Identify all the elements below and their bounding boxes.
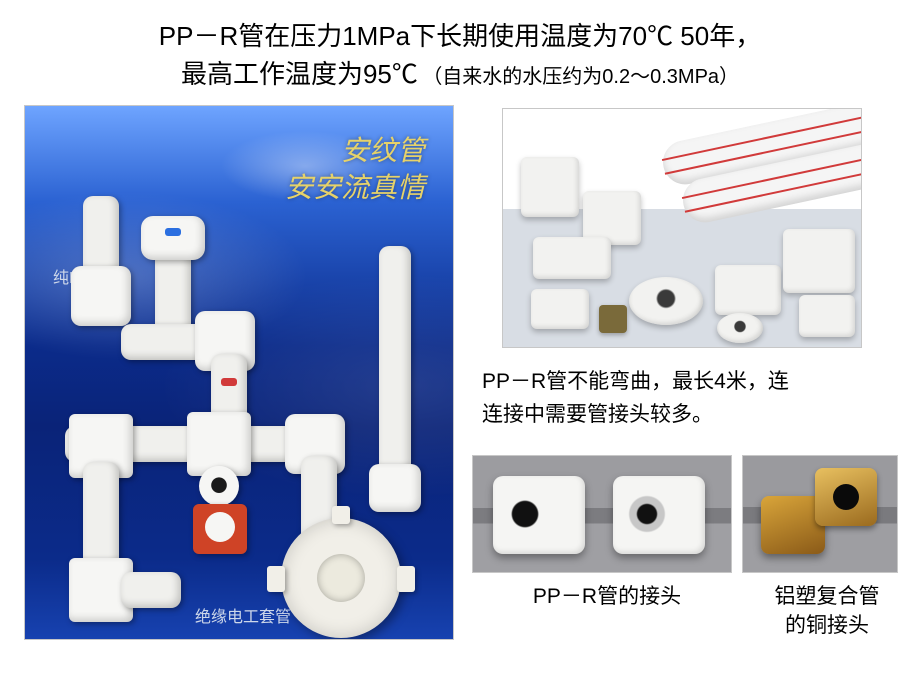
flange-fitting	[629, 277, 703, 325]
right-column: PP－R管不能弯曲，最长4米，连 连接中需要管接头较多。 PP－R管的接头 铝塑…	[472, 105, 902, 640]
coupler-fitting	[533, 237, 611, 279]
ppr-connector-photo	[472, 455, 732, 573]
left-product-photo: 安纹管 安安流真情 纯PP-R	[24, 105, 454, 640]
bottom-photo-row	[472, 455, 902, 573]
left-column: 安纹管 安安流真情 纯PP-R	[24, 105, 454, 640]
title-line-2: 最高工作温度为95℃ （自来水的水压约为0.2～0.3MPa）	[24, 56, 896, 94]
conduit-junction-box	[281, 518, 401, 638]
red-stripe-marker	[221, 378, 237, 386]
caption-ppr-connector: PP－R管的接头	[472, 583, 742, 640]
junction-box-center	[317, 554, 365, 602]
description-line-1: PP－R管不能弯曲，最长4米，连	[482, 366, 898, 399]
cursive-line-2: 安安流真情	[285, 171, 425, 207]
title-line-2-main: 最高工作温度为95℃	[181, 59, 418, 89]
elbow-fitting	[521, 157, 579, 217]
junction-box-tab	[267, 566, 285, 592]
description-text: PP－R管不能弯曲，最长4米，连 连接中需要管接头较多。	[472, 366, 902, 431]
reducer-fitting	[717, 313, 763, 343]
coupler-joint	[369, 464, 421, 512]
elbow-joint	[71, 266, 131, 326]
slide-title: PP－R管在压力1MPa下长期使用温度为70℃ 50年， 最高工作温度为95℃ …	[24, 18, 896, 93]
title-line-1: PP－R管在压力1MPa下长期使用温度为70℃ 50年，	[24, 18, 896, 56]
content-row: 安纹管 安安流真情 纯PP-R	[24, 105, 896, 640]
pipe-segment	[83, 196, 119, 276]
coupler-joint	[141, 216, 205, 260]
title-line-2-sub: （自来水的水压约为0.2～0.3MPa）	[422, 66, 739, 88]
brass-connector-photo	[742, 455, 898, 573]
cursive-line-1: 安纹管	[285, 134, 425, 170]
caption-brass-connector: 铝塑复合管 的铜接头	[752, 583, 902, 640]
caption-brass-line-2: 的铜接头	[785, 614, 869, 637]
pipe-segment	[121, 572, 181, 608]
blue-stripe-marker	[165, 228, 181, 236]
brass-insert	[599, 305, 627, 333]
brass-nut	[815, 468, 877, 526]
coupler-fitting	[531, 289, 589, 329]
red-pipe-clip	[193, 504, 247, 554]
junction-box-tab	[332, 506, 350, 524]
tee-fitting	[783, 229, 855, 293]
bottom-captions: PP－R管的接头 铝塑复合管 的铜接头	[472, 583, 902, 640]
pipe-segment	[83, 462, 119, 572]
description-line-2: 连接中需要管接头较多。	[482, 399, 898, 432]
conduit-label: 绝缘电工套管	[195, 603, 291, 627]
cursive-slogan: 安纹管 安安流真情	[285, 134, 425, 207]
fittings-collection-photo	[502, 108, 862, 348]
caption-brass-line-1: 铝塑复合管	[775, 585, 880, 608]
end-cap-fitting	[799, 295, 855, 337]
tee-fitting	[715, 265, 781, 315]
junction-box-tab	[397, 566, 415, 592]
pipe-segment	[379, 246, 411, 476]
